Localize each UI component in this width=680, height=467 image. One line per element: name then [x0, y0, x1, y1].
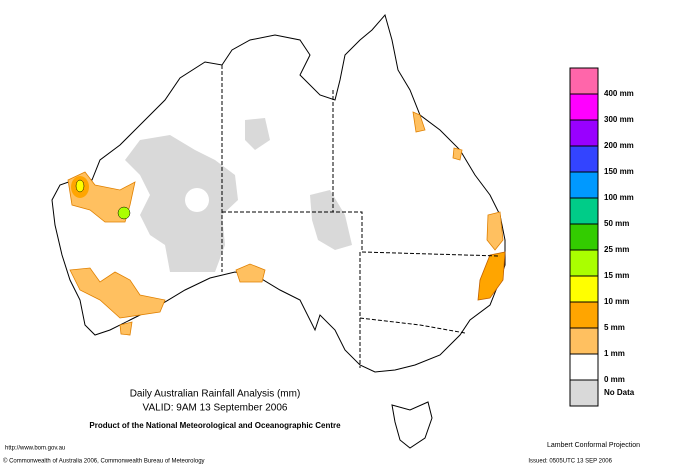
legend-label: 400 mm [604, 89, 634, 98]
state-border [222, 211, 363, 252]
projection: Lambert Conformal Projection [547, 442, 640, 449]
state-borders [221, 65, 501, 368]
copyright: © Commonwealth of Australia 2006, Common… [3, 458, 205, 465]
rain-areas [67, 111, 506, 336]
legend-swatch [569, 353, 599, 381]
no-data-area [245, 118, 270, 150]
rain-area [412, 111, 426, 133]
map [51, 13, 506, 449]
legend-swatch [569, 197, 599, 225]
legend-swatch [569, 145, 599, 173]
legend-swatch [569, 249, 599, 277]
rain-area [235, 263, 266, 283]
legend-label: 150 mm [604, 167, 634, 176]
legend-swatch [569, 67, 599, 95]
url: http://www.bom.gov.au [5, 446, 65, 452]
rain-area [75, 179, 85, 193]
legend-swatch [569, 119, 599, 147]
rain-area [486, 211, 504, 251]
legend-label: 15 mm [604, 271, 629, 280]
legend-label: 0 mm [604, 375, 625, 384]
state-border [359, 317, 466, 334]
legend-swatch [569, 301, 599, 329]
legend-label: 300 mm [604, 115, 634, 124]
legend-swatch [569, 171, 599, 199]
rain-area [117, 206, 131, 220]
legend-label: 10 mm [604, 297, 629, 306]
rain-area [119, 321, 133, 336]
legend-label: 25 mm [604, 245, 629, 254]
map-title: Daily Australian Rainfall Analysis (mm) [130, 389, 301, 400]
tasmania [391, 401, 433, 449]
legend-label: 1 mm [604, 349, 625, 358]
rain-area [69, 267, 166, 319]
legend-swatch [569, 379, 599, 407]
product-note: Product of the National Meteorological a… [89, 421, 341, 430]
no-data-areas [125, 118, 352, 272]
state-border [361, 251, 501, 257]
legend-label: No Data [604, 388, 635, 397]
legend-label: 100 mm [604, 193, 634, 202]
legend-label: 200 mm [604, 141, 634, 150]
no-data-area [125, 135, 238, 272]
legend-swatch [569, 327, 599, 355]
legend-swatch [569, 223, 599, 251]
legend: 400 mm 300 mm 200 mm 150 mm 100 mm 50 mm 25 mm… [569, 67, 635, 407]
legend-label: 5 mm [604, 323, 625, 332]
legend-label: 50 mm [604, 219, 629, 228]
map-subtitle: VALID: 9AM 13 September 2006 [143, 403, 288, 414]
no-data-area [310, 190, 352, 250]
rain-area [452, 147, 463, 161]
issued: Issued: 0505UTC 13 SEP 2006 [528, 459, 612, 465]
rain-area [477, 251, 506, 301]
legend-swatch [569, 93, 599, 121]
legend-swatch [569, 275, 599, 303]
